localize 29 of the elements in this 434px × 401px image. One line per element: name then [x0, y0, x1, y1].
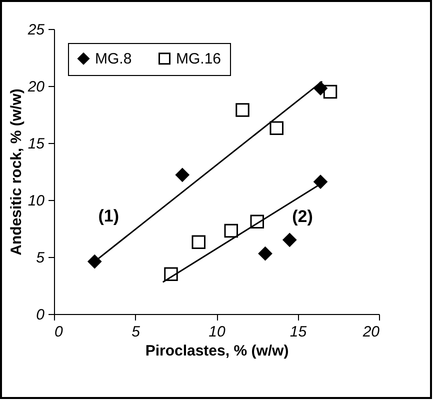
- series-label: (2): [292, 207, 313, 226]
- point: [258, 246, 272, 260]
- x-tick-label: 0: [54, 324, 64, 340]
- point: [323, 84, 338, 99]
- x-axis-title: Piroclastes, % (w/w): [145, 342, 289, 360]
- legend-label: MG.8: [95, 50, 132, 68]
- y-tick-label: 10: [28, 192, 46, 210]
- x-tick-label: 20: [362, 324, 380, 340]
- point: [270, 121, 284, 136]
- x-tick-label: 5: [132, 324, 141, 340]
- point: [164, 267, 178, 281]
- y-tick-label: 5: [36, 250, 46, 266]
- point: [176, 168, 190, 182]
- point: [88, 254, 102, 268]
- y-tick-label: 20: [26, 78, 46, 96]
- point: [282, 233, 296, 247]
- y-tick-label: 25: [26, 22, 46, 38]
- x-tick-label: 15: [290, 324, 308, 340]
- point: [224, 224, 238, 238]
- y-axis-title: Andesitic rock, % (w/w): [8, 88, 25, 256]
- y-tick-label: 0: [36, 306, 46, 324]
- series-label: (1): [98, 206, 120, 226]
- point: [192, 235, 206, 250]
- point: [236, 103, 250, 117]
- point: [314, 174, 328, 189]
- point: [250, 214, 264, 229]
- y-tick-label: 15: [28, 136, 46, 152]
- legend-label: MG.16: [176, 50, 222, 68]
- x-tick-label: 10: [208, 324, 226, 340]
